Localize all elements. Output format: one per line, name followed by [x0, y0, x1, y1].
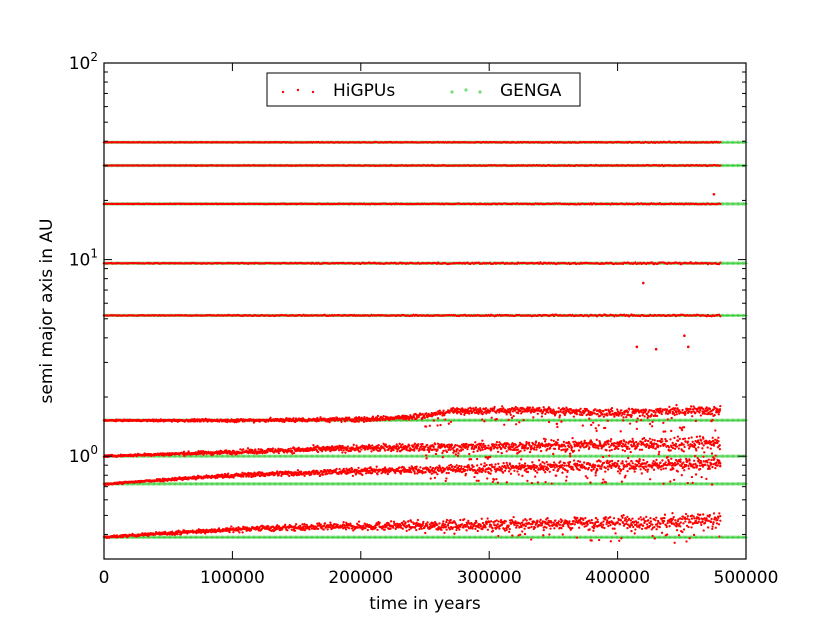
plot-points [102, 140, 748, 544]
higpus-point [232, 531, 235, 534]
higpus-point [238, 531, 241, 534]
higpus-point [230, 525, 233, 528]
higpus-point [176, 532, 179, 536]
higpus-point [228, 530, 231, 534]
